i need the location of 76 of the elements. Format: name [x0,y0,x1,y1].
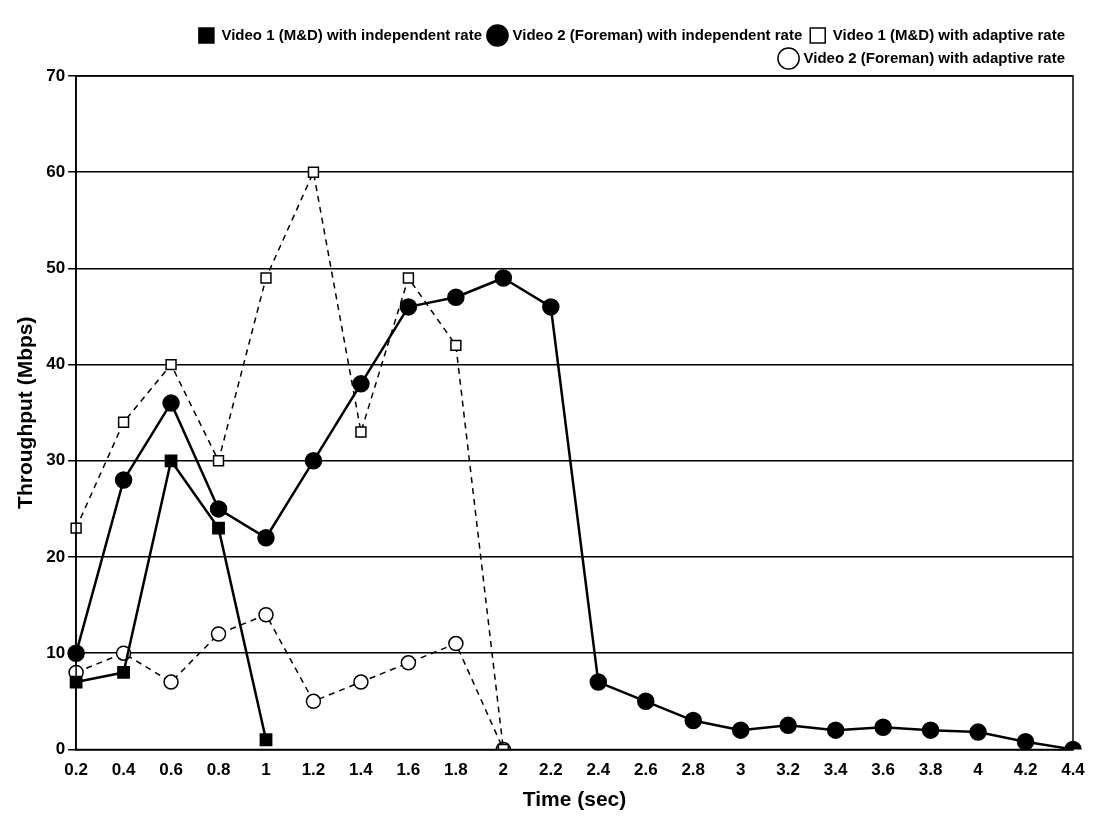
point [399,298,418,316]
legend-label: Video 2 (Foreman) with adaptive rate [803,48,1065,66]
legend-label: Video 1 (M&D) with adaptive rate [832,25,1065,43]
point [164,454,178,468]
y-tick-label: 0 [55,739,66,759]
point [921,721,940,739]
point [260,272,272,284]
point [353,674,369,690]
point [162,394,180,412]
point [402,272,415,284]
point [117,416,130,429]
point [1016,732,1035,750]
x-tick-label: 2 [498,760,509,780]
point [209,500,228,518]
x-tick-label: 3 [735,760,746,780]
x-tick-label: 3.4 [823,760,848,780]
point [637,692,655,711]
point [114,471,133,489]
point [165,358,177,371]
y-axis-title: Throughput (Mbps) [13,316,37,509]
point [117,666,130,679]
x-tick-label: 0.8 [206,760,231,780]
point [210,626,227,642]
x-tick-label: 2.6 [633,760,658,780]
point [352,375,370,393]
point [731,721,750,739]
x-tick-label: 4 [973,760,984,780]
y-tick-label: 20 [46,546,66,566]
point [494,269,513,287]
point [400,655,417,671]
legend-label: Video 1 (M&D) with independent rate [221,25,482,43]
point [969,723,987,741]
x-tick-label: 1.8 [444,760,468,780]
point [684,711,702,730]
x-tick-label: 3.6 [871,760,895,780]
y-tick-label: 10 [46,642,66,662]
point [212,521,225,535]
point [826,721,845,739]
x-tick-label: 4.4 [1061,760,1086,780]
point [163,674,179,690]
point [355,426,367,438]
x-tick-label: 0.2 [64,760,88,780]
point [874,718,892,737]
x-tick-label: 1 [261,760,271,780]
point [70,522,82,534]
x-tick-label: 2.8 [681,760,706,780]
point [450,339,462,352]
x-tick-label: 4.2 [1013,760,1038,780]
y-tick-label: 50 [46,258,66,278]
y-tick-label: 40 [46,354,66,374]
point [258,606,274,623]
y-tick-label: 60 [46,161,66,181]
point [542,298,560,316]
x-tick-label: 2.4 [586,760,611,780]
point [447,288,465,307]
point [307,166,320,178]
point [212,455,225,467]
y-tick-label: 70 [46,65,66,85]
point [304,452,323,470]
point [257,529,275,547]
x-tick-label: 3.8 [918,760,943,780]
point [305,693,322,710]
point [259,733,273,747]
x-tick-label: 0.4 [111,760,136,780]
y-tick-label: 30 [46,450,66,470]
x-tick-label: 1.6 [396,760,421,780]
x-axis-title: Time (sec) [522,787,627,811]
x-tick-label: 0.6 [159,760,183,780]
point [779,716,797,735]
x-tick-label: 2.2 [539,760,563,780]
x-tick-label: 3.2 [776,760,800,780]
x-tick-label: 1.4 [349,760,374,780]
point [589,673,608,691]
legend-label: Video 2 (Foreman) with independent rate [512,25,803,43]
x-tick-label: 1.2 [301,760,326,780]
point [448,635,464,652]
